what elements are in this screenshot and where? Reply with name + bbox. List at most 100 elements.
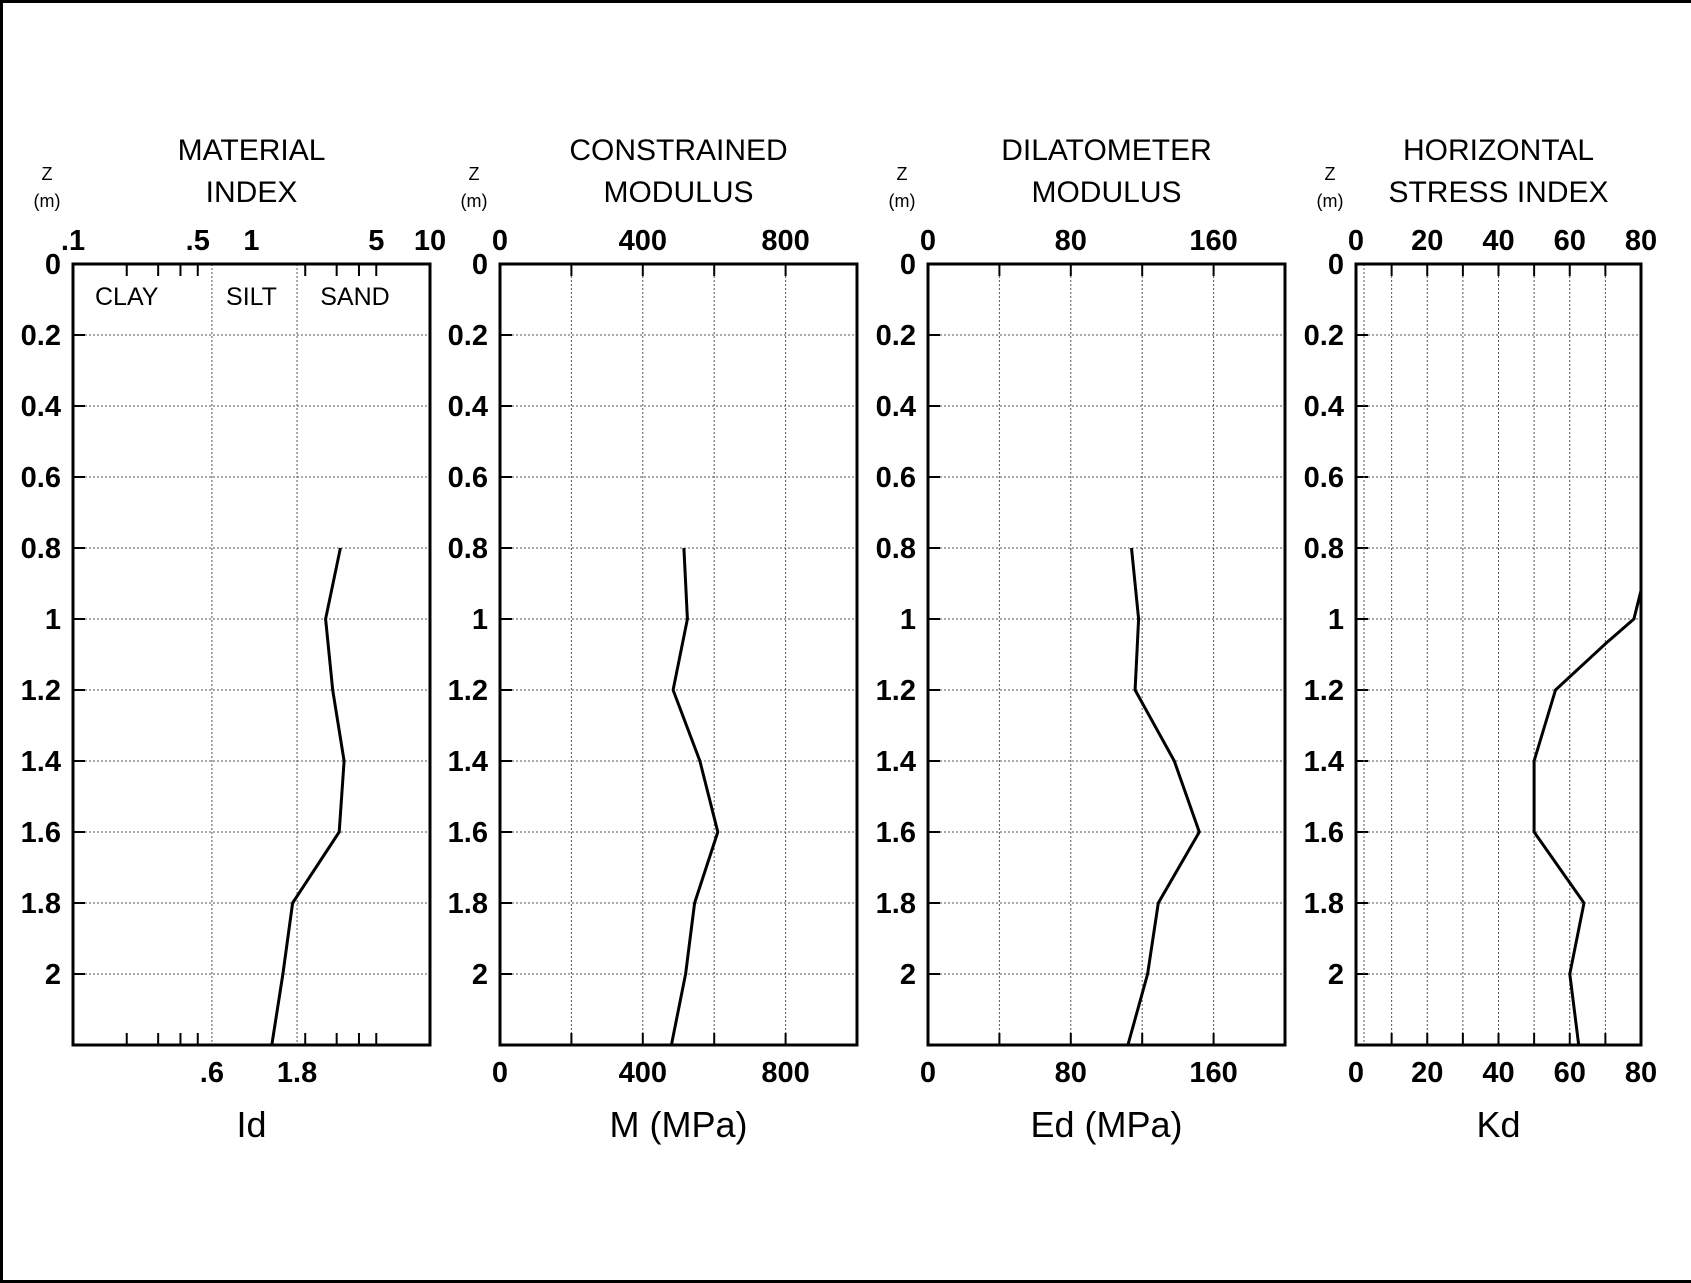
x-axis-label: Ed (MPa) [1030,1104,1182,1145]
profile-line [669,547,720,1046]
y-tick-label: 0.2 [1304,320,1344,352]
x-top-tick-label: 20 [1411,225,1443,257]
y-tick-label: 1.4 [876,746,916,778]
y-tick-label: 0 [900,249,916,281]
x-top-tick-label: 0 [1348,225,1364,257]
soil-label: CLAY [95,283,159,311]
y-tick-label: 2 [45,959,61,991]
chart-panel-2: 0 0.2 0.4 0.6 0.8 1 1.2 1.4 1.6 1.8 2 0 400 800 0 400 80… [448,134,859,1145]
x-bottom-tick-label: 160 [1189,1057,1237,1089]
plot-frame [1354,262,1643,1047]
profile-line [1126,547,1201,1046]
y-tick-label: 1.8 [448,888,488,920]
y-tick-label: 0 [472,249,488,281]
y-tick-label: 1.8 [876,888,916,920]
y-tick-label: 1 [45,604,61,636]
chart-panel-4: 00.20.40.60.811.21.41.61.820 20 40 60 800 20 4… [1304,134,1657,1145]
y-tick-label: 1.6 [876,817,916,849]
y-tick-label: 2 [1328,959,1344,991]
x-top-tick-label: 400 [619,225,667,257]
x-bottom-tick-label: 60 [1554,1057,1586,1089]
profile-line [1532,590,1643,1046]
x-top-tick-label: 0 [492,225,508,257]
y-tick-label: 0.4 [448,391,488,423]
panel-title-line2: MODULUS [603,176,753,209]
x-top-tick-label: 5 [368,225,384,257]
x-top-tick-label: 0 [920,225,936,257]
depth-axis-label-z: Z [469,164,480,184]
x-top-tick-label: 80 [1625,225,1657,257]
depth-axis-label-unit: (m) [889,191,916,211]
y-tick-label: 0.8 [1304,533,1344,565]
x-axis-label: M (MPa) [610,1104,748,1145]
y-tick-label: 0.6 [21,462,61,494]
y-tick-label: 2 [900,959,916,991]
x-bottom-tick-label: 400 [619,1057,667,1089]
x-bottom-tick-label: 0 [920,1057,936,1089]
y-tick-label: 0.8 [876,533,916,565]
x-axis-label: Kd [1476,1104,1520,1145]
y-tick-label: 0.6 [448,462,488,494]
x-top-tick-label: 40 [1482,225,1514,257]
y-tick-label: 1.2 [1304,675,1344,707]
y-tick-label: 0.6 [876,462,916,494]
y-tick-label: 1 [472,604,488,636]
plot-frame [926,262,1287,1047]
x-top-tick-label: .5 [186,225,210,257]
plot-frame [498,262,859,1047]
y-tick-label: 1.4 [21,746,61,778]
y-tick-label: 0.4 [1304,391,1344,423]
x-bottom-tick-label: 800 [761,1057,809,1089]
x-top-tick-label: 160 [1189,225,1237,257]
y-tick-label: 1.8 [1304,888,1344,920]
y-tick-label: 1.2 [21,675,61,707]
soil-label: SAND [320,283,389,311]
panel-title-line2: MODULUS [1031,176,1181,209]
y-tick-label: 1.6 [448,817,488,849]
x-bottom-tick-label: 40 [1482,1057,1514,1089]
y-tick-label: 2 [472,959,488,991]
depth-axis-label-z: Z [897,164,908,184]
y-tick-label: 0.2 [21,320,61,352]
depth-axis-label-z: Z [1325,164,1336,184]
y-tick-label: 0 [1328,249,1344,281]
x-bottom-tick-label: 0 [492,1057,508,1089]
plot-frame [71,262,432,1047]
x-top-tick-label: .1 [61,225,85,257]
y-tick-label: 1.2 [448,675,488,707]
x-bottom-tick-label: .6 [200,1057,224,1089]
x-top-tick-label: 80 [1055,225,1087,257]
y-tick-label: 0.2 [448,320,488,352]
x-bottom-tick-label: 1.8 [277,1057,317,1089]
depth-axis-label-z: Z [42,164,53,184]
x-axis-label: Id [236,1104,266,1145]
panel-title-line1: CONSTRAINED [569,134,787,167]
x-bottom-tick-label: 80 [1055,1057,1087,1089]
depth-axis-label-unit: (m) [1317,191,1344,211]
y-tick-label: 1 [900,604,916,636]
chart-panel-3: 0 0.2 0.4 0.6 0.8 1 1.2 1.4 1.6 1.8 2 0 80 160 0 80 160 D… [876,134,1287,1145]
x-top-tick-label: 800 [761,225,809,257]
panel-title-line2: STRESS INDEX [1388,176,1608,209]
y-tick-label: 0.8 [448,533,488,565]
depth-axis-label-unit: (m) [461,191,488,211]
y-tick-label: 1.2 [876,675,916,707]
panel-title-line2: INDEX [206,176,298,209]
y-tick-label: 1.4 [448,746,488,778]
panel-title-line1: MATERIAL [178,134,326,167]
panel-title-line1: HORIZONTAL [1403,134,1594,167]
x-bottom-tick-label: 80 [1625,1057,1657,1089]
y-tick-label: 0.4 [21,391,61,423]
y-tick-label: 1.4 [1304,746,1344,778]
y-tick-label: 1.8 [21,888,61,920]
y-tick-label: 0.8 [21,533,61,565]
soil-label: SILT [226,283,277,311]
x-bottom-tick-label: 0 [1348,1057,1364,1089]
y-tick-label: 1.6 [21,817,61,849]
y-tick-label: 0 [45,249,61,281]
x-bottom-tick-label: 20 [1411,1057,1443,1089]
x-top-tick-label: 10 [414,225,446,257]
x-top-tick-label: 1 [243,225,259,257]
